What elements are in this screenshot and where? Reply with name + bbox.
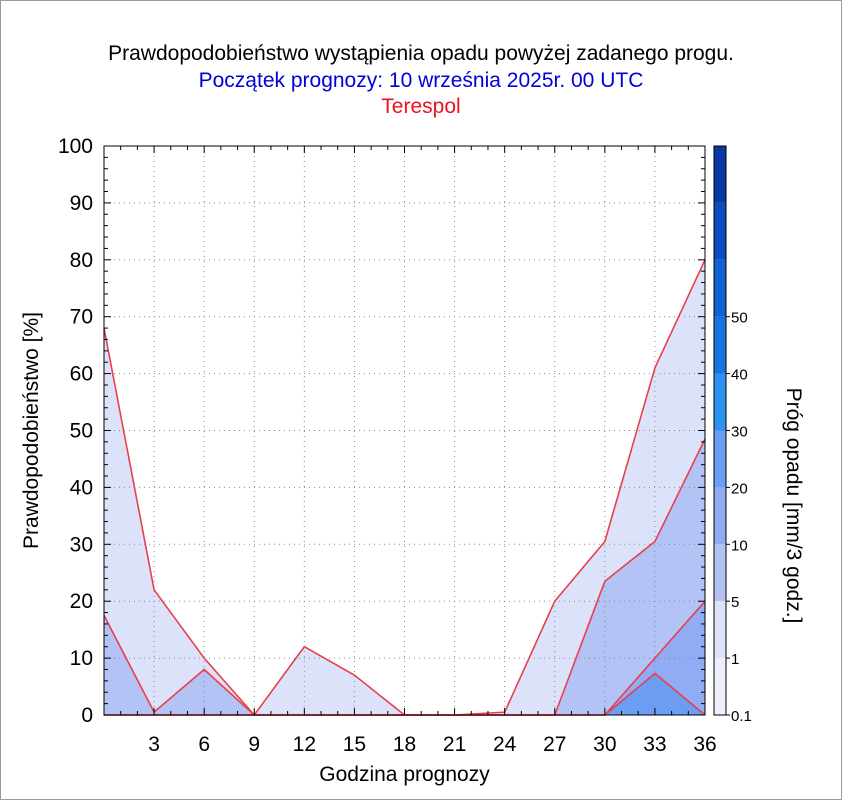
x-tick-label: 30 <box>593 733 616 756</box>
colorbar-band <box>714 430 726 488</box>
location-label: Terespol <box>381 95 461 118</box>
series-area-3 <box>104 673 705 715</box>
y-tick-label: 40 <box>70 476 93 499</box>
grid-lines <box>104 146 705 715</box>
x-tick-labels: 3 6 9 12 15 18 21 24 27 30 33 36 <box>148 733 716 756</box>
y-tick-label: 70 <box>70 306 93 329</box>
x-tick-label: 15 <box>343 733 366 756</box>
y-tick-label: 80 <box>70 249 93 272</box>
y-tick-label: 30 <box>70 533 93 556</box>
colorbar-band <box>714 202 726 260</box>
colorbar-band <box>714 487 726 545</box>
colorbar-tick-label: 10 <box>731 537 748 554</box>
colorbar-tick-label: 40 <box>731 367 748 384</box>
colorbar-tick-label: 20 <box>731 480 748 497</box>
x-axis-label: Godzina prognozy <box>319 763 490 786</box>
y-tick-label: 60 <box>70 363 93 386</box>
y-axis-label: Prawdopodobieństwo [%] <box>20 312 43 549</box>
x-tick-label: 6 <box>198 733 210 756</box>
x-tick-label: 12 <box>293 733 316 756</box>
y-tick-label: 50 <box>70 420 93 443</box>
colorbar-band <box>714 259 726 317</box>
colorbar <box>713 145 730 716</box>
y-tick-label: 90 <box>70 192 93 215</box>
colorbar-label: Próg opadu [mm/3 godz.] <box>782 388 805 624</box>
colorbar-band <box>714 146 726 203</box>
colorbar-tick-label: 30 <box>731 424 748 441</box>
colorbar-band <box>714 658 726 715</box>
x-tick-label: 33 <box>643 733 666 756</box>
y-tick-label: 100 <box>58 135 93 158</box>
x-tick-label: 27 <box>543 733 566 756</box>
colorbar-band <box>714 544 726 602</box>
x-tick-label: 9 <box>248 733 260 756</box>
y-tick-label: 20 <box>70 590 93 613</box>
y-tick-label: 0 <box>81 704 93 727</box>
colorbar-band <box>714 316 726 374</box>
forecast-start-subtitle: Początek prognozy: 10 września 2025r. 00… <box>198 69 644 92</box>
x-tick-label: 21 <box>443 733 466 756</box>
x-tick-label: 3 <box>148 733 160 756</box>
colorbar-band <box>714 373 726 431</box>
chart-title: Prawdopodobieństwo wystąpienia opadu pow… <box>108 42 734 65</box>
x-tick-label: 24 <box>493 733 517 756</box>
y-tick-label: 10 <box>70 647 93 670</box>
colorbar-tick-labels: 0.1 1 5 10 20 30 40 50 <box>731 310 752 725</box>
y-tick-labels: 0 10 20 30 40 50 60 70 80 90 100 <box>58 135 93 727</box>
axis-ticks <box>103 145 706 716</box>
colorbar-tick-label: 0.1 <box>731 708 752 725</box>
colorbar-tick-label: 5 <box>731 594 739 611</box>
colorbar-tick-label: 1 <box>731 651 739 668</box>
colorbar-band <box>714 601 726 659</box>
x-tick-label: 36 <box>693 733 716 756</box>
x-tick-label: 18 <box>393 733 416 756</box>
colorbar-tick-label: 50 <box>731 310 748 327</box>
